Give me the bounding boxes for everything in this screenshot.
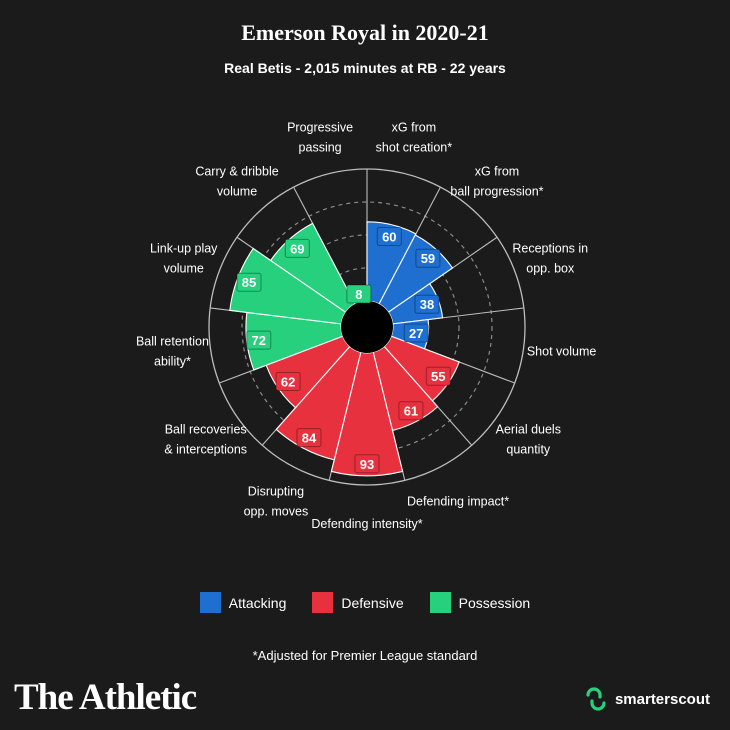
category-label: Disrupting opp. moves — [244, 485, 309, 519]
smarterscout-icon — [586, 687, 606, 711]
category-label: xG from shot creation* — [376, 121, 453, 155]
value-badge — [398, 401, 424, 421]
partner-logo: smarterscout — [583, 686, 710, 712]
value-label: 93 — [360, 457, 374, 472]
footnote: *Adjusted for Premier League standard — [252, 648, 478, 663]
category-label: Ball retention ability* — [136, 335, 209, 369]
radar-chart: 60 59 38 27 55 61 93 84 62 72 85 69 8 xG from shot cre… — [136, 121, 597, 531]
legend: Attacking Defensive Possession — [0, 592, 730, 613]
value-badge — [346, 284, 372, 304]
value-label: 60 — [382, 230, 396, 245]
category-label: Defending intensity* — [311, 517, 422, 531]
category-label: Ball recoveries & interceptions — [164, 422, 247, 456]
legend-item-possession: Possession — [429, 592, 531, 613]
value-label: 8 — [355, 287, 362, 302]
value-badge — [246, 330, 272, 350]
chart-title: Emerson Royal in 2020-21 — [241, 20, 489, 45]
legend-item-defensive: Defensive — [312, 592, 404, 613]
legend-label: Attacking — [228, 594, 287, 611]
value-badge — [284, 238, 310, 258]
value-label: 59 — [421, 251, 435, 266]
value-badge — [414, 294, 440, 314]
category-label: Link-up play volume — [150, 241, 218, 275]
partner-name: smarterscout — [614, 690, 710, 708]
value-label: 69 — [290, 241, 304, 256]
value-label: 85 — [242, 275, 256, 290]
category-label: Progressive passing — [287, 121, 353, 155]
legend-item-attacking: Attacking — [199, 592, 287, 613]
value-label: 27 — [409, 326, 423, 341]
value-badge — [376, 227, 402, 247]
value-badge — [275, 371, 301, 391]
legend-label: Possession — [458, 594, 531, 611]
value-label: 62 — [281, 374, 295, 389]
category-label: Aerial duels quantity — [496, 422, 561, 456]
value-badge — [425, 366, 451, 386]
category-label: Shot volume — [527, 345, 597, 359]
brand-logo: The Athletic — [14, 677, 197, 718]
category-label: Defending impact* — [407, 495, 509, 509]
value-badge — [403, 323, 429, 343]
value-label: 38 — [420, 297, 434, 312]
value-badge — [415, 248, 441, 268]
legend-swatch-attacking — [199, 592, 221, 613]
grid-ring — [241, 201, 493, 453]
value-label: 84 — [302, 431, 317, 446]
legend-label: Defensive — [341, 594, 404, 611]
value-badge — [354, 454, 380, 474]
chart-subtitle: Real Betis - 2,015 minutes at RB - 22 ye… — [224, 60, 506, 76]
value-badge — [236, 272, 262, 292]
value-badge — [296, 428, 322, 448]
value-label: 55 — [431, 369, 445, 384]
category-label: Carry & dribble volume — [195, 164, 278, 198]
center-hole — [341, 301, 393, 353]
value-label: 72 — [252, 333, 266, 348]
category-label: Receptions in opp. box — [512, 241, 588, 275]
legend-swatch-defensive — [312, 592, 334, 613]
value-label: 61 — [404, 404, 418, 419]
category-label: xG from ball progression* — [450, 164, 543, 198]
legend-swatch-possession — [429, 592, 451, 613]
